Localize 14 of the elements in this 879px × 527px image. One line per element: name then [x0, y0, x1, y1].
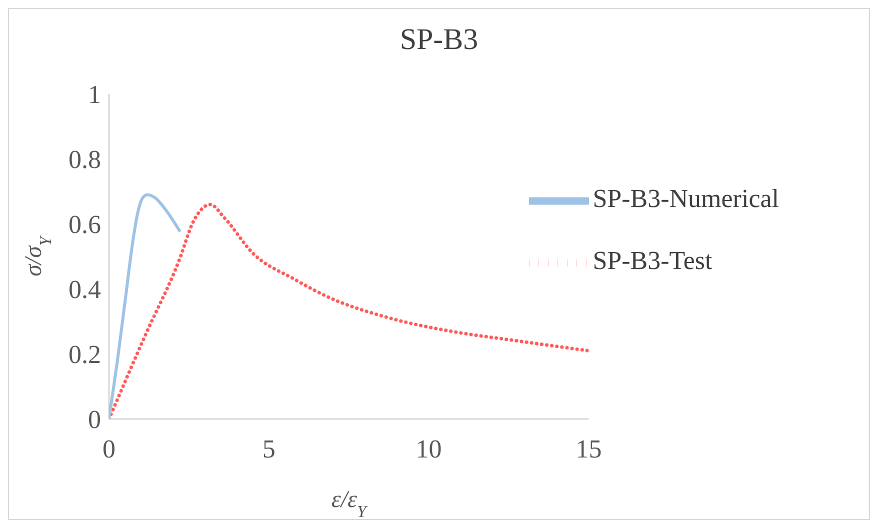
y-tick-label: 0.8: [68, 145, 101, 174]
line-series: [109, 193, 181, 419]
x-tick-label: 5: [262, 434, 276, 464]
chart-title: SP-B3: [398, 23, 480, 57]
y-tick-label: 0: [88, 405, 101, 434]
y-tick-label: 0.6: [68, 210, 101, 240]
y-tick-label: 0.4: [68, 275, 101, 304]
y-tick-label: 0.2: [68, 340, 101, 370]
x-tick-label: 10: [416, 434, 442, 464]
legend-label: SP-B3-Test: [592, 246, 712, 276]
legend-label: SP-B3-Numerical: [592, 184, 779, 213]
y-tick-label: 1: [88, 80, 101, 110]
x-tick-label: 15: [576, 434, 602, 464]
x-axis-title: ε/ε$_{Y}$: [331, 487, 368, 520]
